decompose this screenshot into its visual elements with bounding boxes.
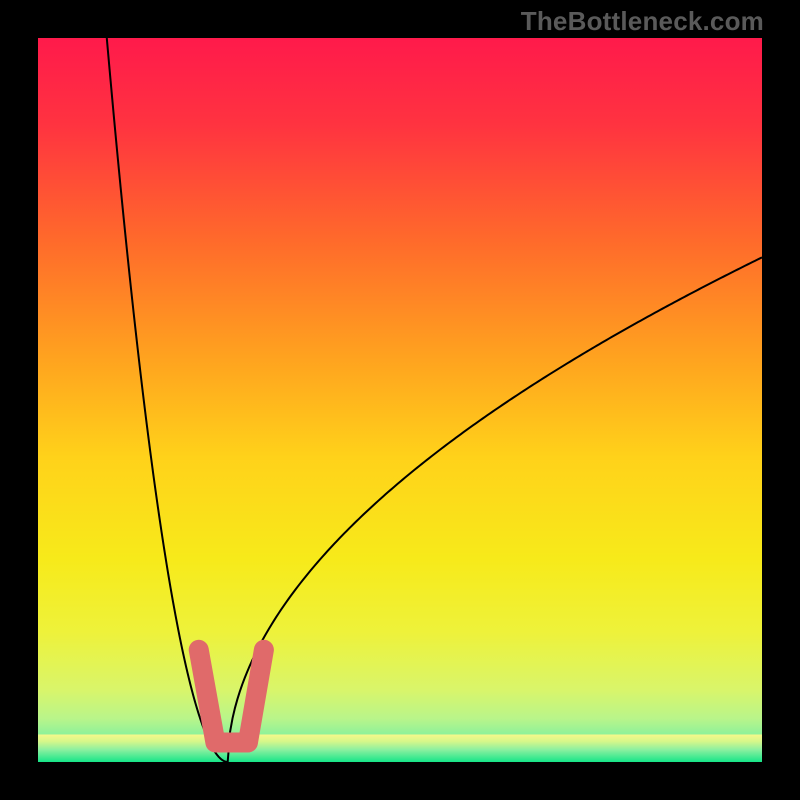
chart-svg <box>38 38 762 762</box>
chart-container: { "canvas": { "width": 800, "height": 80… <box>0 0 800 800</box>
watermark-text: TheBottleneck.com <box>521 6 764 37</box>
chart-area <box>38 38 762 762</box>
